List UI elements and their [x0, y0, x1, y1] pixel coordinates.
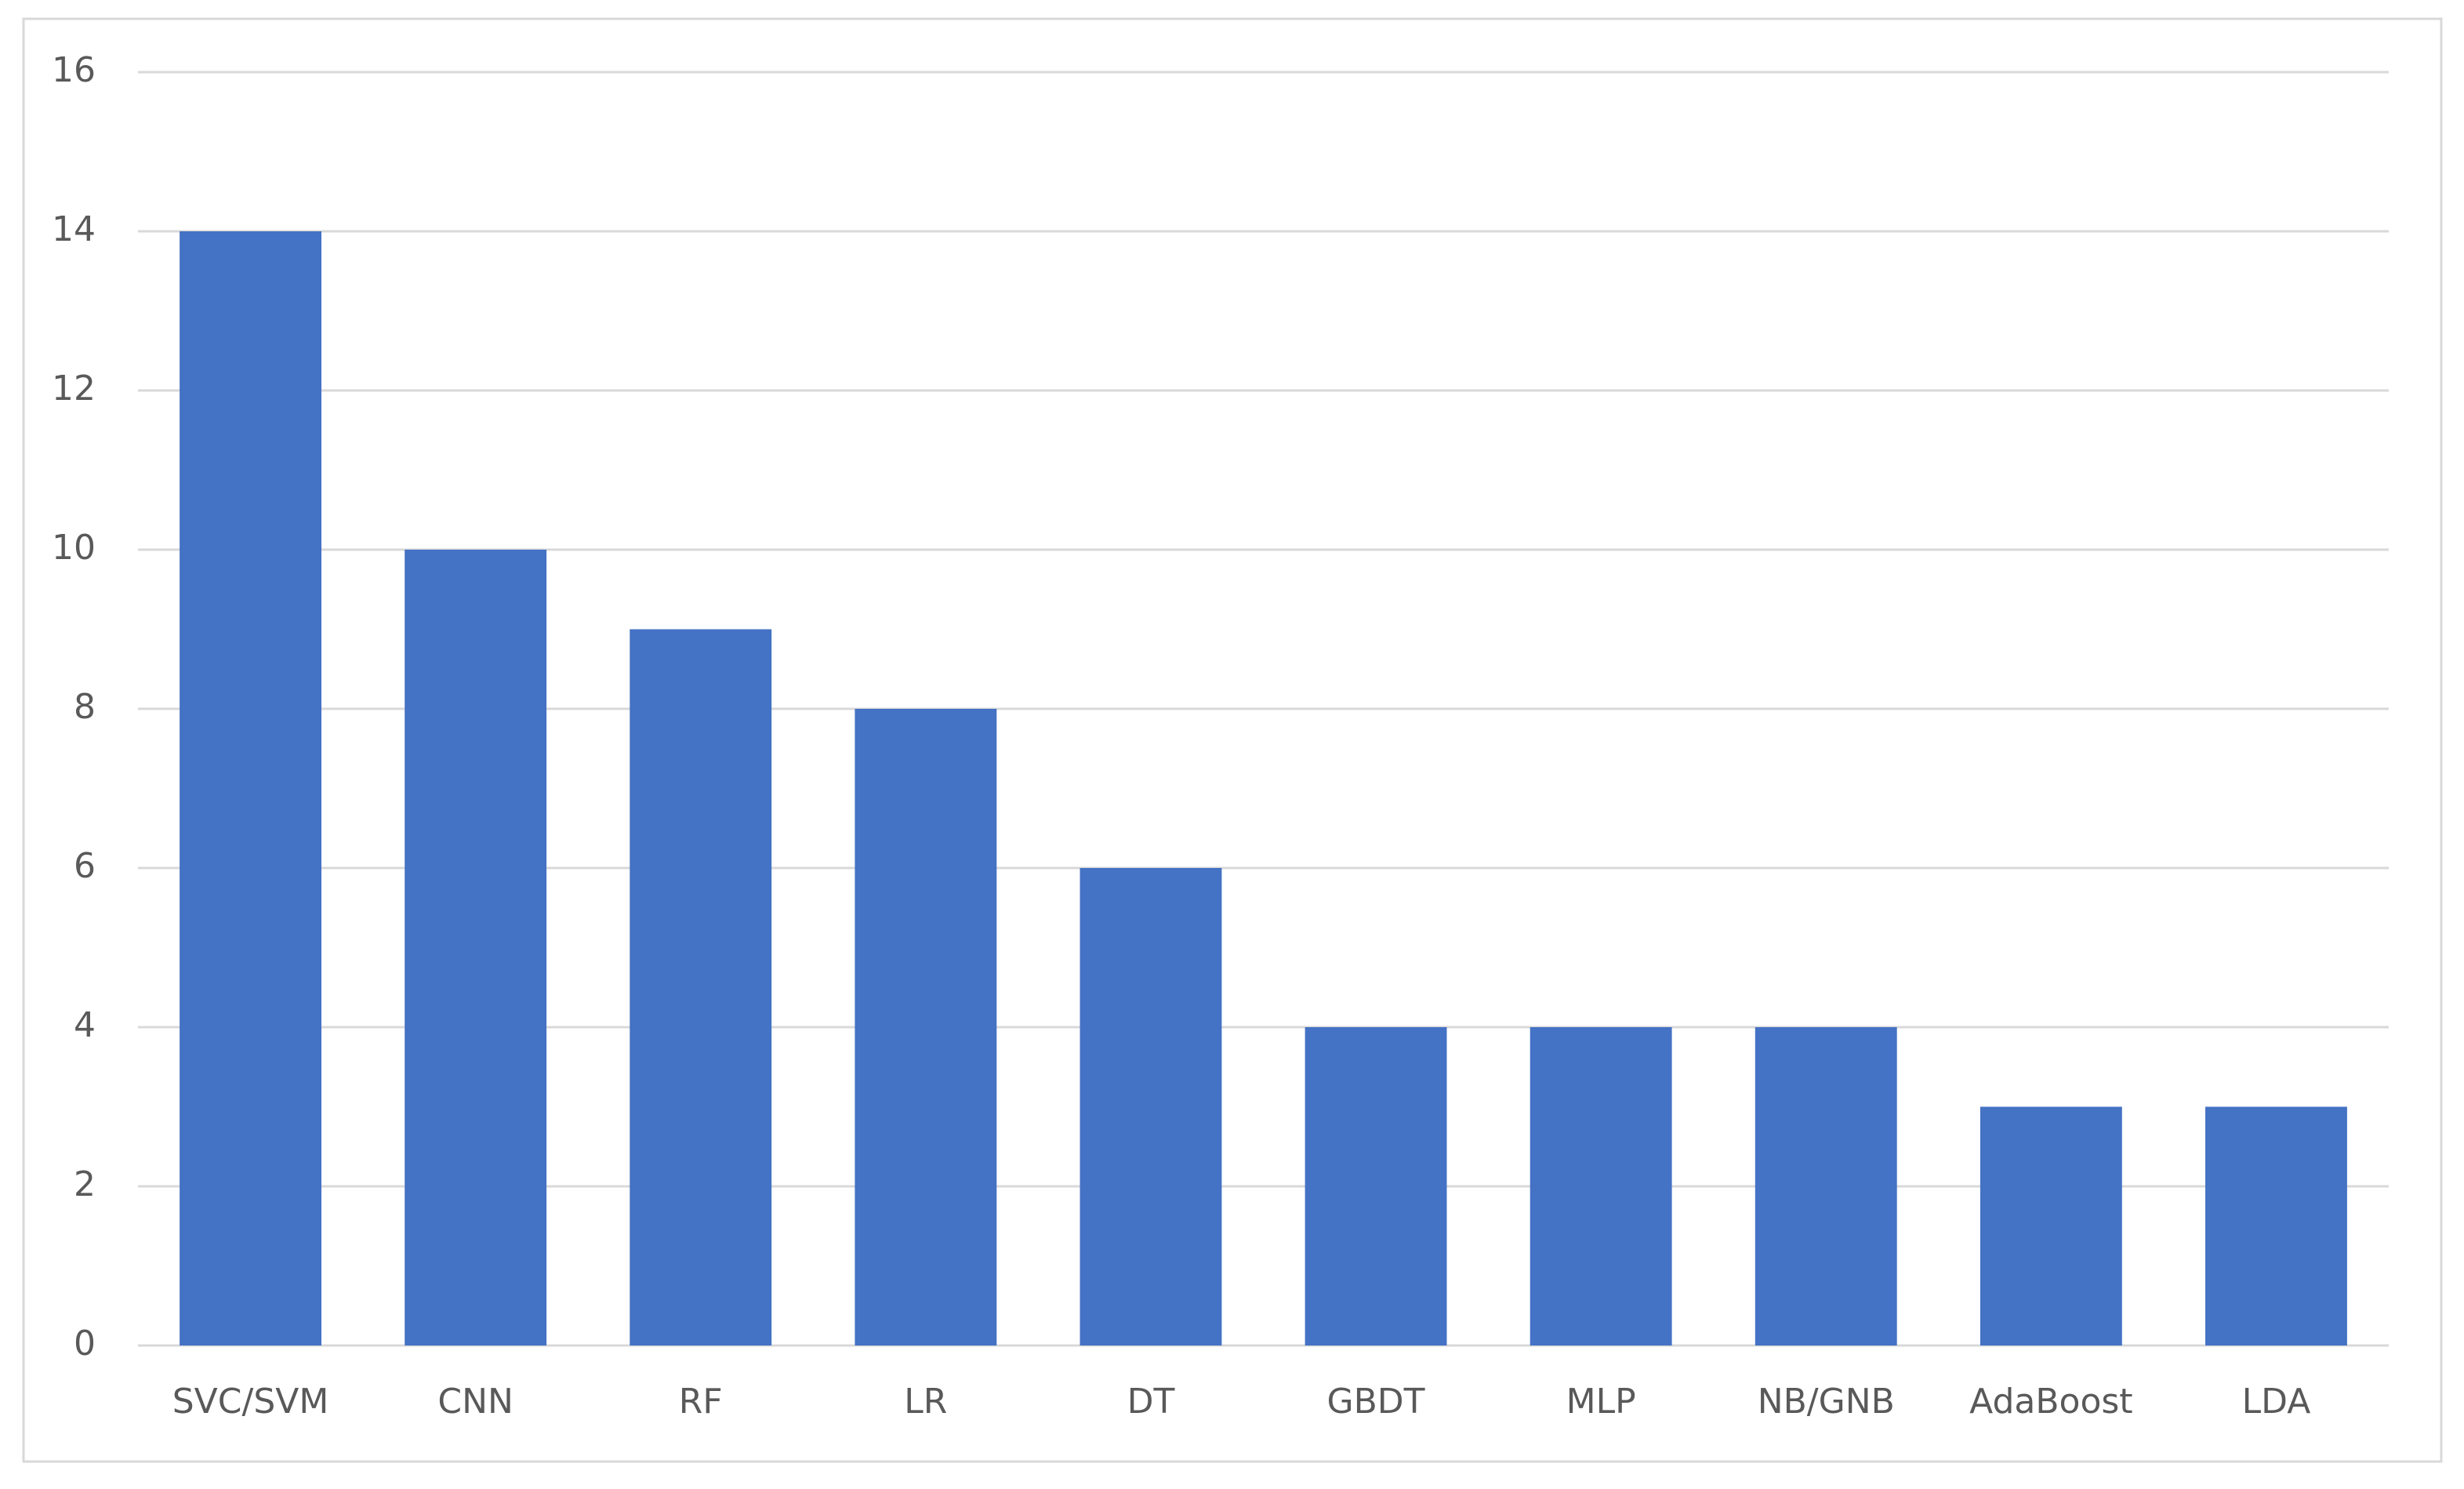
y-tick-label: 8: [74, 687, 96, 727]
x-tick-label: NB/GNB: [1758, 1382, 1895, 1422]
bar: [180, 231, 321, 1346]
bar: [405, 550, 547, 1346]
x-tick-label: SVC/SVM: [172, 1382, 329, 1422]
bar: [1755, 1027, 1897, 1346]
x-tick-label: LR: [904, 1382, 947, 1422]
x-tick-label: RF: [679, 1382, 723, 1422]
y-tick-label: 14: [52, 209, 96, 249]
y-tick-label: 16: [52, 50, 96, 90]
bar: [855, 709, 997, 1346]
x-tick-label: DT: [1127, 1382, 1175, 1422]
x-tick-label: MLP: [1566, 1382, 1636, 1422]
bar: [1980, 1106, 2122, 1346]
bar: [1080, 868, 1222, 1346]
y-tick-label: 10: [52, 528, 96, 568]
x-tick-label: GBDT: [1327, 1382, 1425, 1422]
bar: [1305, 1027, 1447, 1346]
y-tick-label: 0: [74, 1324, 96, 1364]
y-tick-label: 4: [74, 1005, 96, 1045]
bar: [630, 629, 772, 1346]
bar: [1530, 1027, 1672, 1346]
x-tick-label: AdaBoost: [1969, 1382, 2132, 1422]
y-tick-label: 12: [52, 369, 96, 409]
x-tick-label: CNN: [437, 1382, 513, 1422]
y-tick-label: 6: [74, 846, 96, 886]
y-tick-label: 2: [74, 1164, 96, 1204]
bar: [2205, 1106, 2347, 1346]
x-tick-label: LDA: [2242, 1382, 2311, 1422]
